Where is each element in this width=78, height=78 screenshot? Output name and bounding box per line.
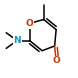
Text: O: O bbox=[26, 19, 34, 28]
Text: N: N bbox=[13, 36, 21, 45]
Text: O: O bbox=[52, 56, 60, 65]
